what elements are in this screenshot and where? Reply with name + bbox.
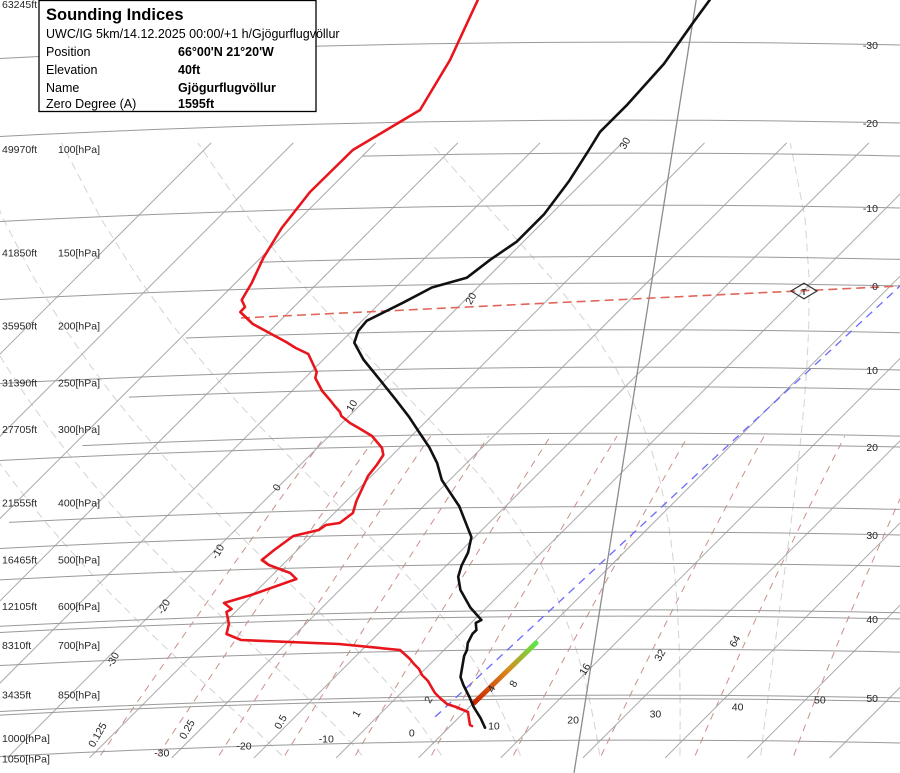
svg-text:31390ft: 31390ft [2,378,37,390]
svg-text:Elevation: Elevation [46,63,97,77]
svg-text:Gjögurflugvöllur: Gjögurflugvöllur [178,81,276,95]
svg-text:200[hPa]: 200[hPa] [58,321,100,333]
svg-text:0: 0 [409,727,415,739]
svg-text:20: 20 [866,442,878,454]
svg-text:-10: -10 [863,203,878,215]
svg-text:Position: Position [46,45,91,59]
svg-text:700[hPa]: 700[hPa] [58,640,100,652]
svg-text:400[hPa]: 400[hPa] [58,497,100,509]
svg-text:30: 30 [866,530,878,542]
svg-text:500[hPa]: 500[hPa] [58,554,100,566]
svg-text:-20: -20 [236,740,251,752]
svg-text:-10: -10 [319,733,334,745]
svg-text:30: 30 [650,708,662,720]
svg-text:16465ft: 16465ft [2,554,37,566]
svg-text:3435ft: 3435ft [2,690,31,702]
svg-text:0: 0 [872,281,878,293]
svg-text:-30: -30 [863,40,878,52]
svg-text:10: 10 [488,720,500,732]
svg-text:50: 50 [866,693,878,705]
svg-text:63245ft: 63245ft [2,0,37,11]
svg-text:300[hPa]: 300[hPa] [58,424,100,436]
svg-text:40: 40 [732,701,744,713]
svg-text:10: 10 [866,365,878,377]
svg-text:250[hPa]: 250[hPa] [58,378,100,390]
svg-text:1000[hPa]: 1000[hPa] [2,733,50,745]
svg-text:49970ft: 49970ft [2,144,37,156]
svg-text:100[hPa]: 100[hPa] [58,144,100,156]
svg-text:40ft: 40ft [178,63,201,77]
svg-text:-20: -20 [863,118,878,130]
svg-text:41850ft: 41850ft [2,247,37,259]
svg-text:850[hPa]: 850[hPa] [58,690,100,702]
svg-text:1595ft: 1595ft [178,97,215,111]
svg-text:600[hPa]: 600[hPa] [58,601,100,613]
svg-text:T: T [801,287,807,297]
svg-text:40: 40 [866,614,878,626]
svg-text:12105ft: 12105ft [2,601,37,613]
svg-text:8310ft: 8310ft [2,640,31,652]
svg-text:UWC/IG 5km/14.12.2025 00:00/+1: UWC/IG 5km/14.12.2025 00:00/+1 h/Gjögurf… [46,27,340,41]
svg-text:20: 20 [567,714,579,726]
svg-text:27705ft: 27705ft [2,424,37,436]
svg-text:21555ft: 21555ft [2,497,37,509]
svg-text:35950ft: 35950ft [2,321,37,333]
svg-text:Name: Name [46,81,79,95]
svg-text:66°00'N 21°20'W: 66°00'N 21°20'W [178,45,274,59]
svg-text:Zero Degree (A): Zero Degree (A) [46,97,136,111]
svg-text:1050[hPa]: 1050[hPa] [2,753,50,765]
svg-text:150[hPa]: 150[hPa] [58,247,100,259]
svg-text:50: 50 [814,694,826,706]
svg-text:-30: -30 [154,747,169,759]
svg-text:Sounding Indices: Sounding Indices [46,6,184,24]
